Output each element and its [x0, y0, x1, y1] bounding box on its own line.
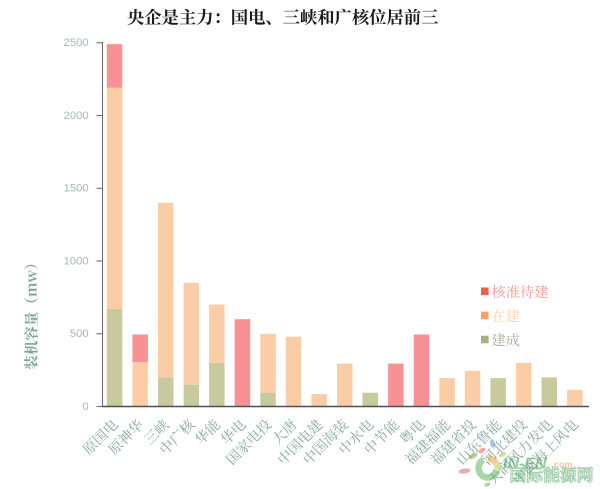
svg-text:2000: 2000 — [64, 110, 89, 122]
svg-text:500: 500 — [70, 328, 89, 340]
svg-text:0: 0 — [82, 401, 88, 413]
svg-text:.com: .com — [552, 460, 573, 470]
svg-text:2500: 2500 — [64, 37, 89, 49]
svg-text:1500: 1500 — [64, 183, 89, 195]
svg-text:1000: 1000 — [64, 255, 89, 267]
